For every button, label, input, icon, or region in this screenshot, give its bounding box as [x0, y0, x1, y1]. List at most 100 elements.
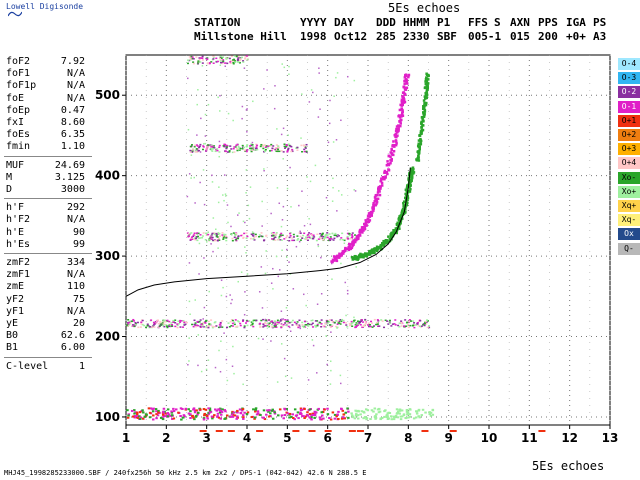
echo-trace-point [425, 80, 429, 83]
echo-point [339, 374, 342, 377]
echo-point [197, 232, 200, 235]
echo-point [250, 144, 253, 147]
echo-trace-point [363, 227, 367, 231]
echo-point [335, 415, 338, 418]
legend-item: Xo+ [618, 185, 640, 198]
echo-trace-point [362, 253, 365, 257]
echo-trace-point [387, 235, 390, 238]
echo-point [267, 322, 269, 324]
echo-point [273, 412, 277, 415]
echo-point [375, 321, 378, 324]
echo-point [302, 293, 305, 296]
echo-trace-point [404, 80, 407, 83]
echo-point [244, 246, 246, 248]
echo-point [245, 192, 247, 194]
echo-point [370, 322, 373, 324]
echo-point [273, 324, 276, 327]
echo-point [335, 139, 338, 141]
echo-point [283, 408, 287, 411]
echo-point [303, 224, 306, 227]
header-label: S [494, 16, 501, 29]
echo-point [309, 223, 312, 226]
echo-point [172, 321, 175, 323]
echo-point [332, 141, 335, 143]
echo-point [286, 324, 289, 327]
echo-point [224, 62, 227, 64]
echo-point [207, 413, 210, 416]
echo-point [227, 221, 229, 224]
echo-point [316, 372, 318, 374]
param-value: 3.125 [54, 171, 85, 183]
echo-point [195, 56, 198, 58]
echo-point [374, 416, 378, 419]
y-tick-label: 500 [95, 88, 120, 102]
echo-point [289, 145, 292, 147]
echo-trace-point [405, 81, 408, 84]
echo-point [285, 320, 288, 323]
echo-trace-point [403, 88, 407, 91]
echo-trace-point [403, 196, 407, 200]
echo-point [295, 245, 298, 248]
header-label: DDD [376, 16, 396, 29]
param-label: yF2 [6, 293, 25, 305]
echo-point [257, 337, 260, 340]
echo-point [351, 415, 355, 418]
echo-point [359, 413, 362, 416]
echo-point [381, 320, 384, 322]
echo-point [236, 236, 239, 239]
echo-point [313, 236, 316, 238]
echo-point [225, 239, 228, 242]
echo-trace-point [383, 177, 386, 181]
param-value: 6.35 [60, 129, 85, 141]
echo-point [287, 147, 290, 150]
echo-point [127, 413, 131, 416]
echo-point [284, 147, 287, 149]
x-tick-label: 9 [444, 431, 452, 445]
echo-point [340, 417, 344, 420]
echo-point [320, 326, 323, 328]
echo-point [200, 323, 203, 326]
echo-point [380, 319, 383, 321]
echo-point [219, 370, 222, 373]
echo-point [261, 144, 264, 147]
echo-trace-point [382, 242, 386, 246]
echo-point [218, 232, 221, 235]
echo-point [333, 237, 336, 240]
echo-point [213, 232, 216, 234]
echo-point [325, 196, 328, 199]
echo-trace-point [402, 200, 406, 203]
echo-point [203, 414, 206, 417]
echo-point [211, 145, 214, 148]
echo-point [304, 415, 307, 418]
echo-point [218, 349, 220, 352]
echo-point [128, 320, 131, 323]
echo-point [128, 323, 131, 326]
echo-trace-point [389, 237, 393, 241]
echo-point [359, 324, 362, 326]
echo-point [278, 150, 281, 153]
echo-point [361, 321, 364, 323]
echo-trace-point [379, 185, 382, 189]
echo-point [303, 325, 306, 328]
legend-item: O-3 [618, 72, 640, 85]
echo-point [306, 411, 309, 414]
echo-point [230, 225, 232, 228]
echo-point [375, 323, 378, 326]
echo-trace-point [425, 76, 428, 79]
echo-point [262, 147, 265, 150]
echo-point [157, 322, 160, 325]
echo-trace-point [406, 201, 409, 205]
echo-point [288, 65, 290, 68]
echo-point [208, 290, 210, 293]
echo-point [191, 149, 194, 152]
echo-trace-point [404, 208, 407, 211]
echo-point [205, 149, 208, 152]
echo-point [233, 59, 236, 62]
echo-point [297, 417, 300, 420]
param-separator [4, 356, 92, 358]
echo-point [249, 186, 252, 188]
echo-point [219, 61, 222, 64]
echo-trace-point [394, 143, 398, 147]
echo-point [324, 236, 327, 238]
echo-point [197, 62, 200, 65]
